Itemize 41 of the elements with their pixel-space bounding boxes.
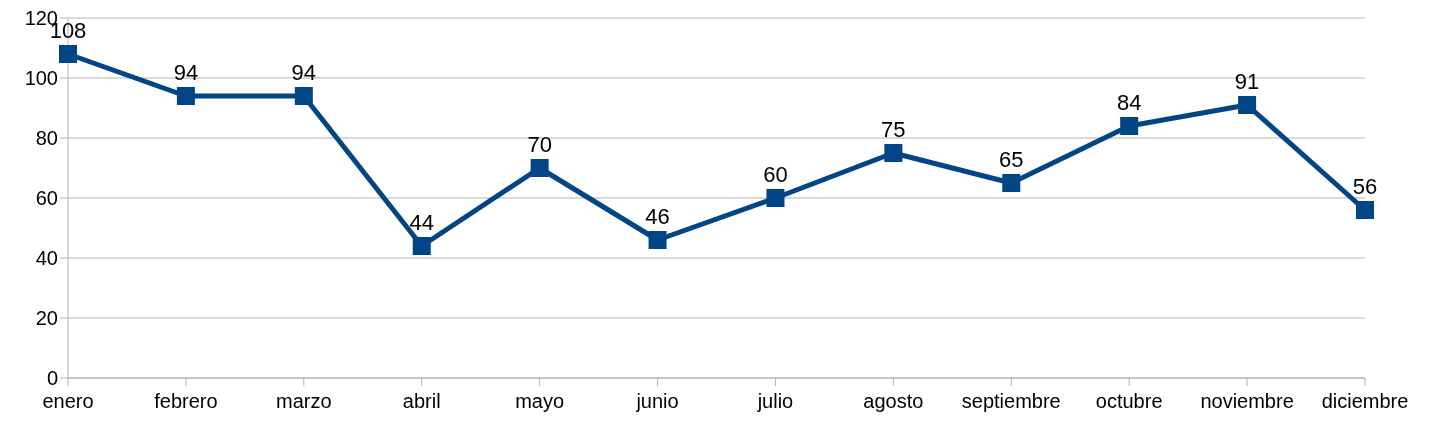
data-label: 46 [645,204,670,229]
point [1002,174,1021,192]
y-tick-label: 80 [35,127,58,150]
x-tick-label: abril [402,390,441,413]
data-label: 91 [1234,69,1260,94]
data-label: 56 [1352,174,1378,199]
point [884,144,903,162]
x-tick-label: mayo [515,390,565,413]
x-tick-label: febrero [154,390,218,413]
point [412,237,431,255]
data-label: 84 [1116,90,1142,115]
point [294,87,313,105]
y-tick-label: 100 [24,67,58,90]
x-tick-label: octubre [1095,390,1163,413]
y-tick-label: 60 [35,187,58,210]
x-tick-label: septiembre [961,390,1061,413]
y-tick-label: 20 [35,307,58,330]
point [1238,96,1257,114]
data-label: 75 [881,117,906,142]
point [648,231,667,249]
x-tick-label: enero [42,390,94,413]
data-label: 44 [409,210,434,235]
point [1356,201,1374,219]
data-label: 65 [999,147,1024,172]
x-tick-label: diciembre [1321,390,1409,413]
y-tick-label: 0 [46,367,58,390]
data-label: 70 [527,132,552,157]
x-tick-label: agosto [863,390,924,413]
point [176,87,195,105]
point [1120,117,1139,135]
x-tick-label: junio [635,390,679,413]
point [530,159,549,177]
x-tick-label: noviembre [1200,390,1294,413]
x-tick-label: marzo [276,390,332,413]
data-label: 94 [291,60,317,85]
point [766,189,785,207]
data-label: 94 [173,60,199,85]
x-tick-label: julio [756,390,794,413]
y-tick-label: 40 [35,247,58,270]
point [59,45,77,63]
data-label: 60 [763,162,788,187]
